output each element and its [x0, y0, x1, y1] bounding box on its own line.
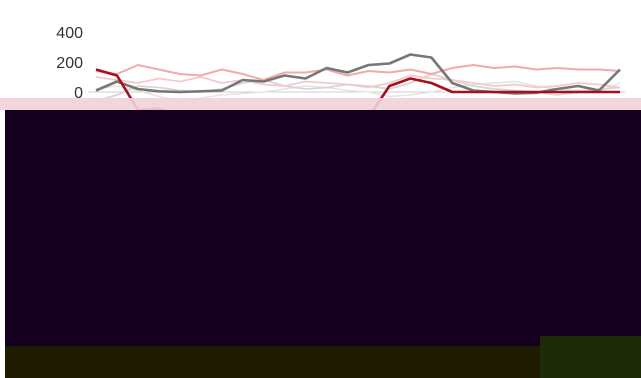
y-tick-label: 400: [56, 25, 83, 42]
occlusion-block-olive: [5, 346, 641, 378]
y-tick-label: 200: [56, 55, 83, 72]
y-tick-label: 0: [74, 85, 83, 102]
series-line-2: [95, 64, 621, 81]
series-line-3: [95, 74, 621, 89]
occlusion-block-green: [540, 336, 641, 378]
occlusion-band-pink: [0, 98, 641, 110]
occlusion-block-dark: [5, 110, 641, 346]
